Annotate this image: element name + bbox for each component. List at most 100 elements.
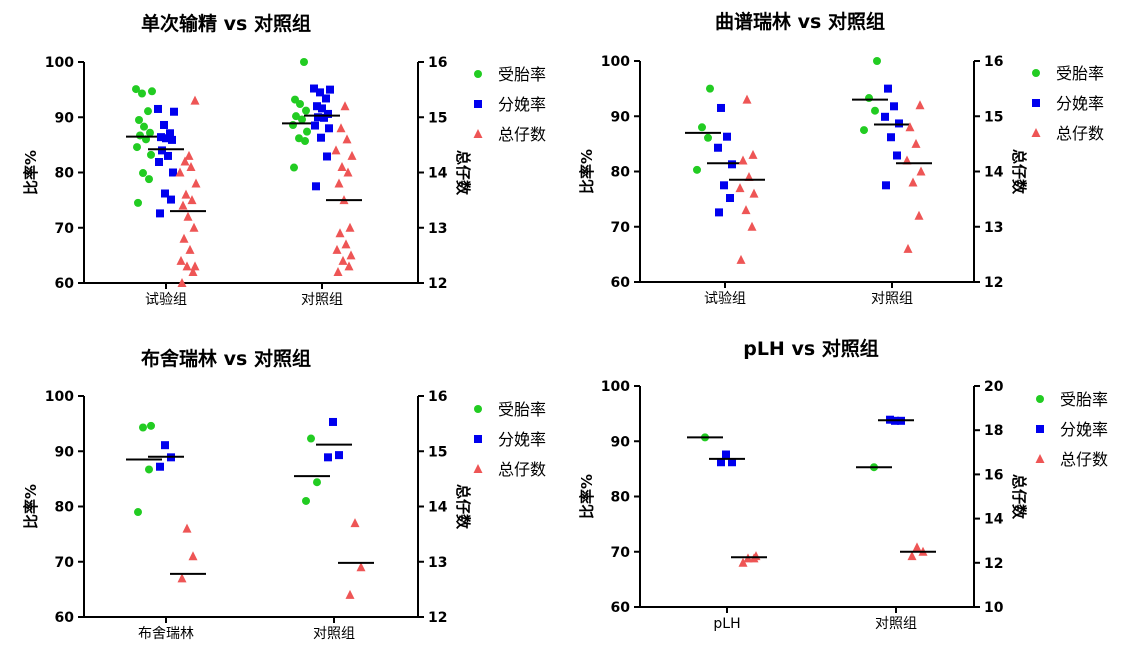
data-point-2 bbox=[893, 151, 901, 160]
legend-label: 受胎率 bbox=[1060, 390, 1108, 409]
data-point-3 bbox=[735, 183, 745, 193]
data-point-3 bbox=[333, 266, 343, 276]
y-axis-right-title: 总仔数 bbox=[1010, 474, 1028, 520]
data-point-3 bbox=[189, 222, 199, 232]
right-tick-label: 14 bbox=[428, 166, 448, 182]
data-point-1 bbox=[144, 107, 152, 116]
data-point-2 bbox=[154, 104, 162, 113]
data-point-1 bbox=[292, 112, 300, 121]
legend-label: 分娩率 bbox=[1056, 94, 1104, 113]
data-point-3 bbox=[190, 95, 200, 105]
data-point-3 bbox=[345, 222, 355, 232]
data-point-1 bbox=[134, 508, 142, 517]
legend-marker-2 bbox=[474, 435, 482, 443]
right-tick-label: 15 bbox=[428, 110, 447, 126]
legend-marker-3 bbox=[1031, 128, 1041, 137]
data-point-3 bbox=[188, 551, 198, 561]
left-tick-label: 70 bbox=[611, 545, 631, 561]
data-point-3 bbox=[178, 200, 188, 210]
y-axis-right-title: 总仔数 bbox=[454, 150, 472, 196]
chart-title: 曲谱瑞林 vs 对照组 bbox=[715, 10, 885, 33]
right-tick-label: 12 bbox=[428, 276, 447, 292]
left-tick-label: 60 bbox=[611, 600, 631, 616]
data-point-2 bbox=[156, 462, 164, 471]
legend-label: 总仔数 bbox=[1056, 124, 1104, 143]
legend-marker-1 bbox=[1036, 395, 1044, 403]
data-point-1 bbox=[300, 58, 308, 66]
data-point-2 bbox=[714, 143, 722, 152]
legend-marker-2 bbox=[1036, 425, 1044, 433]
left-tick-label: 70 bbox=[55, 555, 75, 571]
data-point-1 bbox=[133, 143, 141, 152]
data-point-1 bbox=[303, 127, 311, 136]
data-point-3 bbox=[185, 244, 195, 254]
left-tick-label: 90 bbox=[55, 110, 75, 126]
data-point-2 bbox=[161, 441, 169, 450]
data-point-3 bbox=[350, 518, 360, 528]
data-point-2 bbox=[884, 84, 892, 93]
data-point-3 bbox=[191, 178, 201, 188]
data-point-2 bbox=[720, 181, 728, 190]
legend-marker-2 bbox=[474, 100, 482, 108]
data-point-2 bbox=[726, 194, 734, 203]
legend-label: 分娩率 bbox=[498, 430, 546, 449]
left-tick-label: 100 bbox=[45, 55, 74, 71]
data-point-1 bbox=[148, 87, 156, 96]
data-point-2 bbox=[166, 129, 174, 138]
data-point-1 bbox=[146, 128, 154, 137]
data-point-3 bbox=[915, 100, 925, 110]
data-point-1 bbox=[302, 106, 310, 115]
data-point-1 bbox=[147, 421, 155, 430]
data-point-1 bbox=[291, 95, 299, 104]
data-point-1 bbox=[298, 115, 306, 124]
data-point-3 bbox=[177, 278, 187, 287]
left-tick-label: 80 bbox=[55, 166, 75, 182]
legend-marker-3 bbox=[1035, 454, 1045, 463]
legend-label: 总仔数 bbox=[498, 125, 546, 144]
data-point-2 bbox=[325, 124, 333, 133]
data-point-3 bbox=[176, 255, 186, 265]
data-point-2 bbox=[170, 107, 178, 116]
data-point-1 bbox=[145, 465, 153, 474]
right-tick-label: 13 bbox=[428, 555, 447, 571]
left-tick-label: 80 bbox=[611, 490, 631, 506]
data-point-3 bbox=[337, 161, 347, 171]
data-point-3 bbox=[187, 195, 197, 205]
data-point-3 bbox=[341, 239, 351, 249]
left-tick-label: 70 bbox=[611, 220, 631, 236]
chart-panel-2: 曲谱瑞林 vs 对照组 60 70 80 90 100 12 13 14 15 16 试验组 对照组 比率… bbox=[578, 10, 1104, 307]
legend-label: 分娩率 bbox=[1060, 420, 1108, 439]
left-tick-label: 70 bbox=[55, 221, 75, 237]
data-point-1 bbox=[138, 89, 146, 98]
data-point-3 bbox=[334, 178, 344, 188]
data-point-2 bbox=[895, 119, 903, 128]
data-point-2 bbox=[335, 451, 343, 460]
right-tick-label: 15 bbox=[984, 109, 1003, 125]
data-point-1 bbox=[706, 84, 714, 93]
left-tick-label: 100 bbox=[45, 389, 74, 405]
data-point-2 bbox=[168, 135, 176, 144]
chart-title: 布舍瑞林 vs 对照组 bbox=[141, 347, 311, 370]
y-axis-right-title: 总仔数 bbox=[454, 484, 472, 530]
x-tick-label: 对照组 bbox=[313, 626, 355, 642]
data-point-3 bbox=[747, 221, 757, 231]
data-point-3 bbox=[335, 228, 345, 238]
x-tick-label: 试验组 bbox=[704, 291, 746, 307]
data-point-3 bbox=[903, 243, 913, 253]
data-point-1 bbox=[704, 133, 712, 142]
data-point-2 bbox=[311, 121, 319, 130]
data-point-3 bbox=[179, 233, 189, 243]
data-point-3 bbox=[177, 573, 187, 583]
legend-label: 总仔数 bbox=[498, 460, 546, 479]
data-point-1 bbox=[871, 106, 879, 115]
chart-panel-4: pLH vs 对照组 60 70 80 90 100 10 12 14 16 18 20 pLH 对照组 比… bbox=[578, 337, 1108, 632]
data-point-1 bbox=[301, 137, 309, 146]
data-point-3 bbox=[183, 211, 193, 221]
data-point-1 bbox=[865, 94, 873, 103]
data-point-2 bbox=[322, 94, 330, 103]
data-point-3 bbox=[175, 167, 185, 177]
data-point-3 bbox=[744, 172, 754, 182]
data-point-2 bbox=[313, 102, 321, 111]
right-tick-label: 16 bbox=[984, 467, 1003, 483]
